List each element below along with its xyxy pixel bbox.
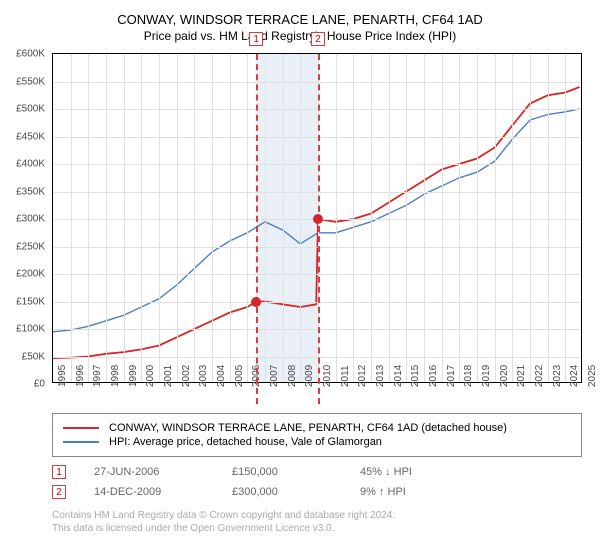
footer-line-2: This data is licensed under the Open Gov… <box>52 522 582 535</box>
x-axis-tick-label: 2009 <box>304 365 315 387</box>
x-axis-tick-label: 2024 <box>569 365 580 387</box>
chart-plot-area: £0£50K£100K£150K£200K£250K£300K£350K£400… <box>52 53 582 383</box>
chart-subtitle: Price paid vs. HM Land Registry's House … <box>12 29 588 43</box>
x-axis-tick-label: 2011 <box>340 365 351 387</box>
x-axis-tick-label: 2021 <box>516 365 527 387</box>
legend-box: CONWAY, WINDSOR TERRACE LANE, PENARTH, C… <box>52 413 582 457</box>
y-axis-tick-label: £600K <box>16 49 45 60</box>
event-row: 2 14-DEC-2009 £300,000 9% ↑ HPI <box>52 485 582 499</box>
x-axis-tick-label: 2010 <box>322 365 333 387</box>
event-price: £150,000 <box>232 466 332 478</box>
x-axis-tick-label: 1998 <box>110 365 121 387</box>
event-delta: 45% ↓ HPI <box>360 466 460 478</box>
y-axis-tick-label: £350K <box>16 186 45 197</box>
x-axis-tick-label: 1999 <box>128 365 139 387</box>
legend-swatch <box>63 427 99 429</box>
y-axis-tick-label: £150K <box>16 296 45 307</box>
event-date: 14-DEC-2009 <box>94 486 204 498</box>
x-axis-tick-label: 2018 <box>463 365 474 387</box>
x-axis-tick-label: 2005 <box>234 365 245 387</box>
x-axis-tick-label: 2019 <box>481 365 492 387</box>
x-axis-tick-label: 2008 <box>287 365 298 387</box>
x-axis-tick-label: 1997 <box>92 365 103 387</box>
x-axis-tick-label: 2017 <box>446 365 457 387</box>
x-axis-tick-label: 2012 <box>357 365 368 387</box>
y-axis-tick-label: £400K <box>16 159 45 170</box>
x-axis-tick-label: 2016 <box>428 365 439 387</box>
x-axis-tick-label: 2014 <box>393 365 404 387</box>
x-axis-tick-label: 2013 <box>375 365 386 387</box>
footer-attribution: Contains HM Land Registry data © Crown c… <box>52 509 582 535</box>
x-axis-tick-label: 2004 <box>216 365 227 387</box>
x-axis-tick-label: 1996 <box>75 365 86 387</box>
x-axis-tick-label: 2020 <box>499 365 510 387</box>
x-axis-tick-label: 1995 <box>57 365 68 387</box>
footer-line-1: Contains HM Land Registry data © Crown c… <box>52 509 582 522</box>
event-delta: 9% ↑ HPI <box>360 486 460 498</box>
chart-title: CONWAY, WINDSOR TERRACE LANE, PENARTH, C… <box>12 12 588 27</box>
x-axis-tick-label: 2001 <box>163 365 174 387</box>
event-marker-1: 1 <box>249 32 263 46</box>
event-dot <box>313 214 323 224</box>
event-marker-2: 2 <box>311 32 325 46</box>
event-band-edge <box>318 54 320 404</box>
event-marker-icon: 2 <box>52 485 66 499</box>
legend-label: CONWAY, WINDSOR TERRACE LANE, PENARTH, C… <box>109 422 507 434</box>
legend-label: HPI: Average price, detached house, Vale… <box>109 436 382 448</box>
event-marker-icon: 1 <box>52 465 66 479</box>
event-band-edge <box>256 54 258 404</box>
y-axis-tick-label: £0 <box>34 379 45 390</box>
y-axis-tick-label: £550K <box>16 76 45 87</box>
y-axis-tick-label: £500K <box>16 104 45 115</box>
x-axis-tick-label: 2002 <box>181 365 192 387</box>
y-axis-tick-label: £50K <box>22 351 45 362</box>
x-axis-tick-label: 2025 <box>587 365 598 387</box>
y-axis-tick-label: £450K <box>16 131 45 142</box>
x-axis-tick-label: 2015 <box>410 365 421 387</box>
y-axis-tick-label: £250K <box>16 241 45 252</box>
x-axis-tick-label: 2022 <box>534 365 545 387</box>
event-price: £300,000 <box>232 486 332 498</box>
legend-swatch <box>63 441 99 443</box>
x-axis-tick-label: 2003 <box>198 365 209 387</box>
y-axis-tick-label: £200K <box>16 269 45 280</box>
event-date: 27-JUN-2006 <box>94 466 204 478</box>
events-table: 1 27-JUN-2006 £150,000 45% ↓ HPI 2 14-DEC-200… <box>52 465 582 499</box>
legend-row: HPI: Average price, detached house, Vale… <box>63 436 571 448</box>
y-axis-tick-label: £100K <box>16 324 45 335</box>
legend-row: CONWAY, WINDSOR TERRACE LANE, PENARTH, C… <box>63 422 571 434</box>
y-axis-tick-label: £300K <box>16 214 45 225</box>
x-axis-tick-label: 2023 <box>552 365 563 387</box>
event-dot <box>251 297 261 307</box>
x-axis-tick-label: 2000 <box>145 365 156 387</box>
x-axis-tick-label: 2007 <box>269 365 280 387</box>
event-row: 1 27-JUN-2006 £150,000 45% ↓ HPI <box>52 465 582 479</box>
